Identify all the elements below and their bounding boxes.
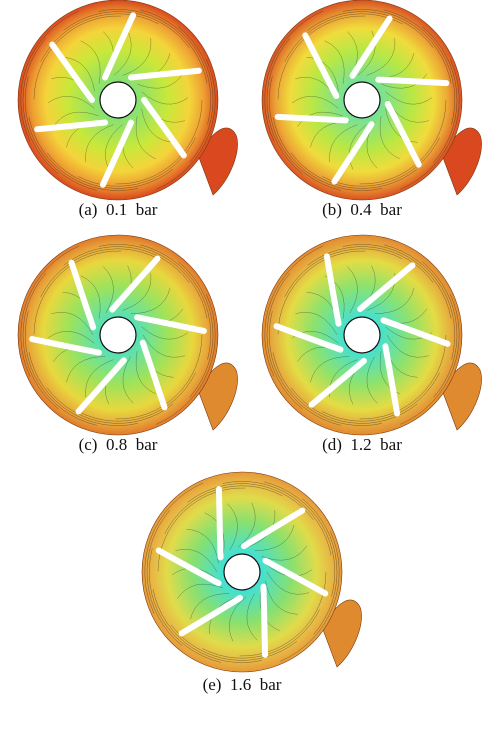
panel-caption: (b) 0.4 bar — [322, 200, 402, 219]
hub — [344, 317, 380, 353]
blade — [219, 489, 221, 557]
flow-panel — [142, 472, 362, 672]
flow-panel — [262, 0, 482, 200]
blade — [278, 117, 346, 120]
blade — [378, 80, 446, 83]
page: {"panels": [ {"caption": "(a) 0.1 bar"},… — [0, 0, 484, 730]
figure: (a) 0.1 bar (b) 0.4 bar (c) 0.8 bar (d) 1.2… — [0, 0, 484, 730]
panel-caption: (e) 1.6 bar — [203, 675, 282, 694]
flow-panel — [18, 235, 238, 435]
flow-panel — [262, 235, 482, 435]
hub — [344, 82, 380, 118]
panel-caption: (a) 0.1 bar — [79, 200, 158, 219]
flow-panel — [18, 0, 238, 200]
blade — [263, 587, 265, 655]
hub — [100, 82, 136, 118]
hub — [224, 554, 260, 590]
panel-caption: (d) 1.2 bar — [322, 435, 402, 454]
panel-caption: (c) 0.8 bar — [79, 435, 158, 454]
hub — [100, 317, 136, 353]
